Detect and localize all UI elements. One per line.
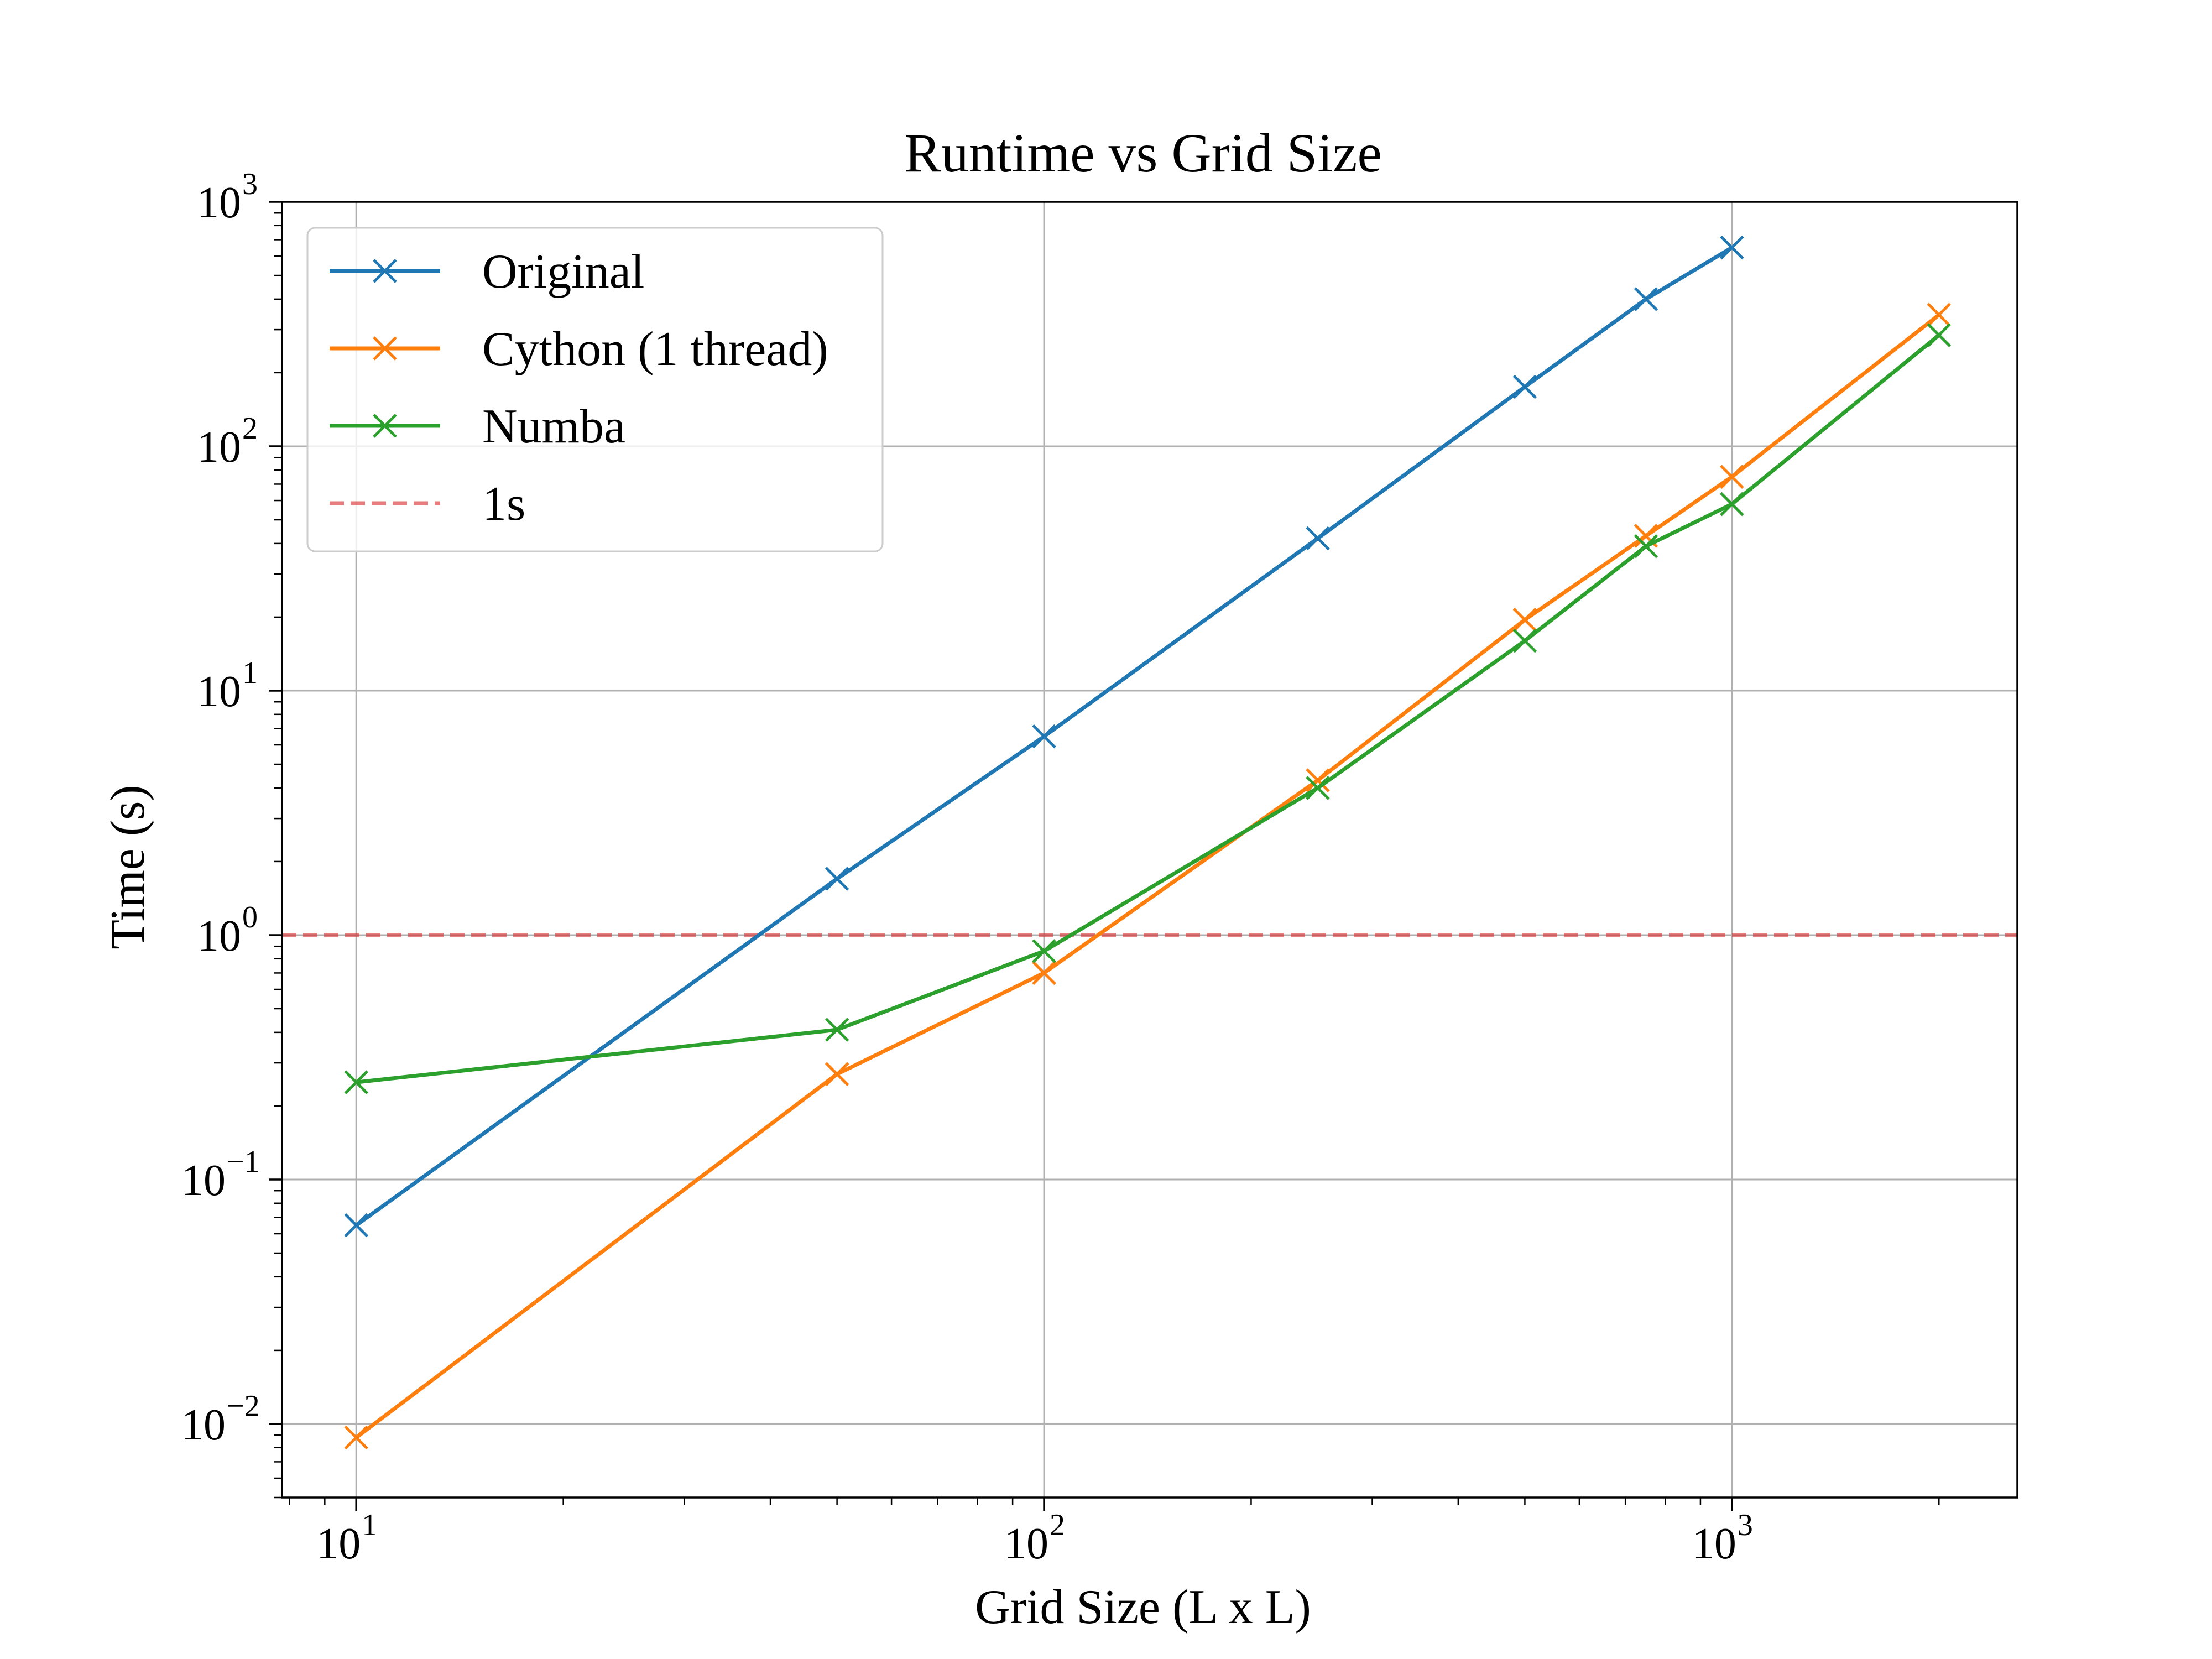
series-original bbox=[344, 235, 1744, 1238]
data-point-numba bbox=[1634, 534, 1658, 559]
y-tick-exponent: 1 bbox=[242, 656, 258, 690]
x-tick-base: 10 bbox=[1692, 1520, 1736, 1568]
y-axis-label: Time (s) bbox=[101, 785, 155, 949]
data-point-cython-1-thread bbox=[825, 1062, 849, 1087]
series-line-numba bbox=[356, 333, 1940, 1084]
legend-entry: 1s bbox=[330, 477, 525, 531]
x-tick-base: 10 bbox=[1004, 1520, 1048, 1568]
legend-entry: Cython (1 thread) bbox=[330, 322, 828, 376]
y-tick-label: 10 1 bbox=[197, 656, 258, 716]
x-tick-exponent: 3 bbox=[1738, 1508, 1753, 1542]
data-point-cython-1-thread bbox=[1512, 608, 1537, 632]
legend-entry: Original bbox=[330, 245, 644, 299]
data-point-original bbox=[1634, 287, 1658, 311]
y-tick-label: 10 0 bbox=[197, 900, 258, 961]
y-tick-label: 10 3 bbox=[197, 167, 258, 227]
y-tick-base: 10 bbox=[181, 1156, 226, 1205]
data-point-original bbox=[825, 867, 849, 891]
x-tick-exponent: 1 bbox=[362, 1508, 377, 1542]
data-point-numba bbox=[1720, 492, 1744, 517]
data-point-cython-1-thread bbox=[1720, 465, 1744, 489]
chart-title: Runtime vs Grid Size bbox=[904, 122, 1382, 184]
data-point-numba bbox=[1032, 939, 1056, 963]
x-tick-label: 10 2 bbox=[1004, 1508, 1065, 1568]
legend-label: Original bbox=[482, 245, 644, 299]
data-point-original bbox=[1032, 724, 1056, 749]
legend: Original Cython (1 thread) Numba 1s bbox=[306, 227, 884, 552]
data-point-cython-1-thread bbox=[1927, 302, 1952, 327]
y-tick-label: 10 −2 bbox=[181, 1389, 260, 1449]
data-point-original bbox=[344, 1213, 368, 1238]
plot-frame bbox=[281, 201, 2018, 1499]
x-tick-label: 10 1 bbox=[316, 1508, 377, 1568]
legend-label: 1s bbox=[482, 477, 525, 531]
data-point-numba bbox=[1927, 323, 1952, 347]
data-point-numba bbox=[825, 1018, 849, 1042]
series-numba bbox=[344, 323, 1952, 1094]
y-tick-exponent: 0 bbox=[242, 900, 258, 935]
series-cython-1-thread bbox=[344, 302, 1952, 1450]
data-point-original bbox=[1720, 235, 1744, 260]
series-line-cython-1-thread bbox=[355, 313, 1940, 1439]
data-point-numba bbox=[1306, 776, 1330, 800]
data-point-cython-1-thread bbox=[344, 1425, 368, 1450]
y-tick-exponent: 3 bbox=[242, 167, 258, 201]
data-point-cython-1-thread bbox=[1306, 768, 1330, 792]
data-point-numba bbox=[1512, 628, 1537, 653]
legend-marker bbox=[373, 259, 397, 283]
x-tick-exponent: 2 bbox=[1050, 1508, 1065, 1542]
y-tick-exponent: −2 bbox=[227, 1389, 260, 1423]
x-tick-label: 10 3 bbox=[1692, 1508, 1753, 1568]
series-lines bbox=[344, 235, 1952, 1450]
data-point-original bbox=[1512, 374, 1537, 399]
y-tick-base: 10 bbox=[197, 423, 241, 472]
y-tick-exponent: 2 bbox=[242, 411, 258, 446]
legend-marker bbox=[373, 336, 397, 361]
axis-ticks: 10 1 10 2 10 310 −210 −110 010 110 210 3 bbox=[181, 167, 1940, 1568]
y-tick-label: 10 2 bbox=[197, 411, 258, 472]
y-tick-base: 10 bbox=[197, 667, 241, 716]
legend-label: Numba bbox=[482, 400, 625, 453]
x-tick-base: 10 bbox=[316, 1520, 361, 1568]
legend-label: Cython (1 thread) bbox=[482, 322, 828, 376]
data-point-cython-1-thread bbox=[1032, 961, 1056, 985]
legend-box bbox=[306, 227, 884, 552]
y-tick-base: 10 bbox=[197, 912, 241, 961]
y-tick-label: 10 −1 bbox=[181, 1145, 260, 1205]
data-point-original bbox=[1306, 526, 1330, 551]
legend-marker bbox=[373, 414, 397, 438]
legend-entry: Numba bbox=[330, 400, 625, 453]
data-point-numba bbox=[344, 1070, 368, 1094]
y-tick-exponent: −1 bbox=[227, 1145, 260, 1179]
y-tick-base: 10 bbox=[197, 179, 241, 227]
x-axis-label: Grid Size (L x L) bbox=[975, 1580, 1311, 1634]
y-tick-base: 10 bbox=[181, 1401, 226, 1449]
